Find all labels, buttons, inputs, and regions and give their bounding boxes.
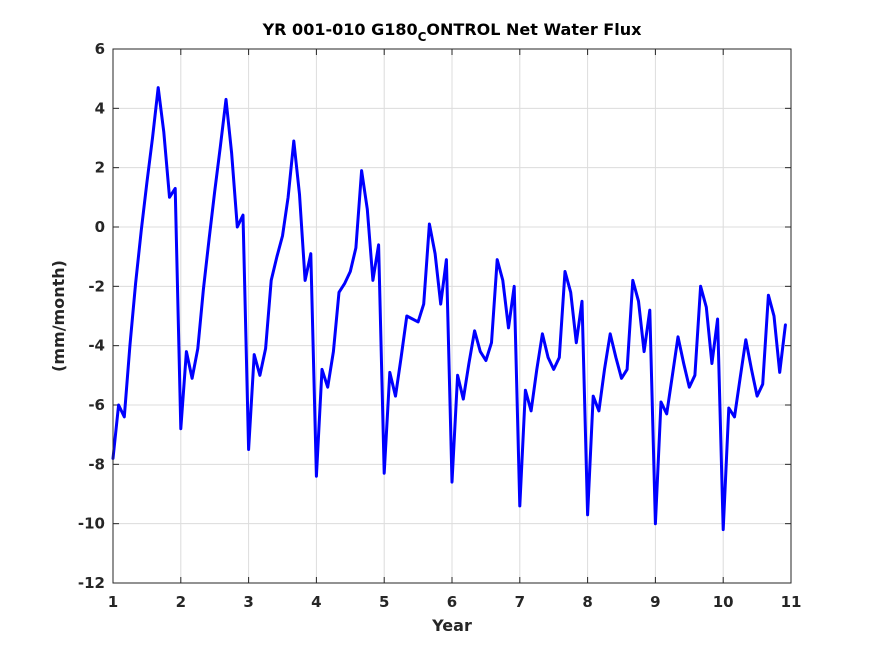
y-tick-label: -2 bbox=[88, 277, 105, 295]
y-tick-label: 4 bbox=[95, 99, 105, 117]
x-tick-label: 11 bbox=[781, 593, 802, 611]
y-tick-label: -4 bbox=[88, 337, 105, 355]
x-tick-label: 5 bbox=[379, 593, 389, 611]
x-tick-label: 10 bbox=[713, 593, 734, 611]
y-tick-label: -10 bbox=[78, 515, 105, 533]
y-tick-label: 6 bbox=[95, 40, 105, 58]
y-axis-label: (mm/month) bbox=[49, 260, 68, 372]
x-tick-label: 4 bbox=[311, 593, 321, 611]
tick-labels: 1 2 3 4 5 6 7 8 9 10 11 -12 -10 -8 -6 -4 -2 0 2 4 6 bbox=[78, 40, 802, 611]
series-group bbox=[111, 86, 787, 532]
y-tick-label: -12 bbox=[78, 574, 105, 592]
series-line-0 bbox=[111, 86, 787, 532]
plot-frame bbox=[112, 48, 792, 584]
x-tick-label: 8 bbox=[582, 593, 592, 611]
x-tick-label: 6 bbox=[447, 593, 457, 611]
chart-title: YR 001-010 G180CONTROL Net Water Flux bbox=[262, 20, 643, 44]
x-tick-label: 1 bbox=[108, 593, 118, 611]
x-tick-label: 3 bbox=[243, 593, 253, 611]
x-tick-label: 2 bbox=[176, 593, 186, 611]
y-tick-label: -8 bbox=[88, 455, 105, 473]
x-tick-label: 9 bbox=[650, 593, 660, 611]
y-tick-label: 2 bbox=[95, 159, 105, 177]
y-tick-label: 0 bbox=[95, 218, 105, 236]
x-tick-label: 7 bbox=[515, 593, 525, 611]
y-tick-label: -6 bbox=[88, 396, 105, 414]
x-axis-label: Year bbox=[431, 616, 472, 635]
